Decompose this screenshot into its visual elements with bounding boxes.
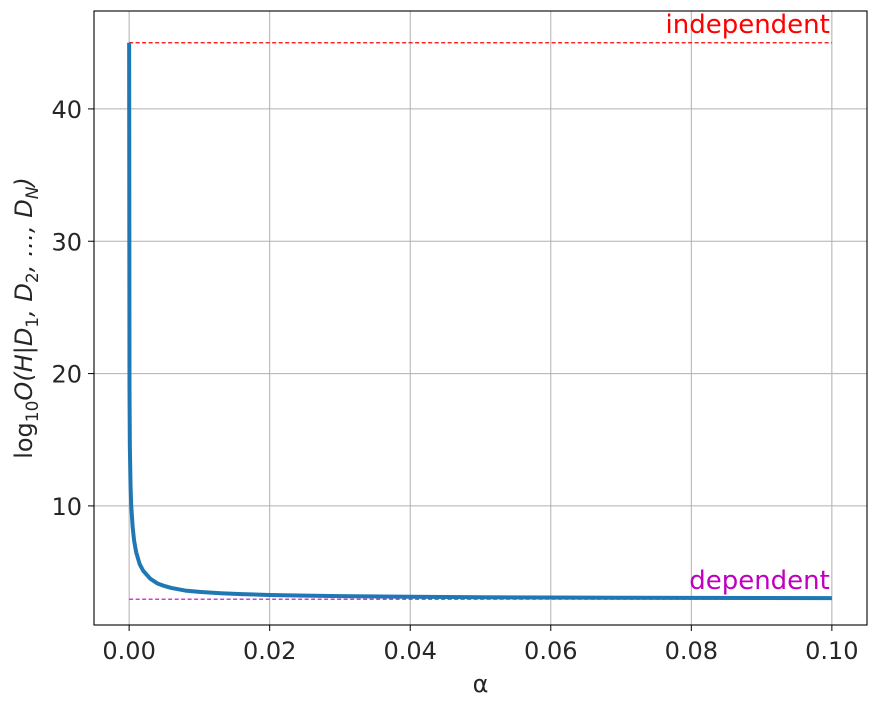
y-tick-label: 40 <box>51 96 82 124</box>
y-axis-title-body: O(H|D <box>10 328 38 401</box>
y-axis-title-mid1: , D <box>10 283 38 317</box>
x-tick-label: 0.06 <box>524 637 577 665</box>
y-axis-title-mid2: , …, D <box>10 199 38 272</box>
x-tick-label: 0.04 <box>384 637 437 665</box>
y-axis-title-prefix: log <box>10 422 38 459</box>
y-tick-label: 30 <box>51 228 82 256</box>
y-tick-label: 10 <box>51 493 82 521</box>
y-axis-title-sub1: 1 <box>23 317 43 328</box>
grid <box>94 11 867 625</box>
ticks: 0.00 0.02 0.04 0.06 0.08 0.10 10 20 30 40 <box>51 96 858 665</box>
series-layer <box>127 42 832 601</box>
y-axis-title-subN: N <box>23 186 43 199</box>
plot-area-frame <box>93 10 868 626</box>
x-tick-label: 0.02 <box>243 637 296 665</box>
y-axis-title: log10O(H|D1, D2, …, DN) <box>10 177 43 459</box>
independent-label: independent <box>666 10 830 40</box>
x-axis-title: α <box>473 670 489 698</box>
dependent-label: dependent <box>689 566 830 596</box>
annotations: independent dependent <box>666 10 830 596</box>
x-tick-label: 0.00 <box>102 637 155 665</box>
x-tick-label: 0.10 <box>805 637 858 665</box>
y-tick-label: 20 <box>51 361 82 389</box>
y-axis-title-sub2: 2 <box>23 272 43 283</box>
x-tick-label: 0.08 <box>665 637 718 665</box>
series-line <box>127 42 832 601</box>
y-axis-title-end: ) <box>10 177 38 188</box>
y-axis-title-prefix-sub: 10 <box>23 401 43 423</box>
reference-lines <box>129 42 832 600</box>
